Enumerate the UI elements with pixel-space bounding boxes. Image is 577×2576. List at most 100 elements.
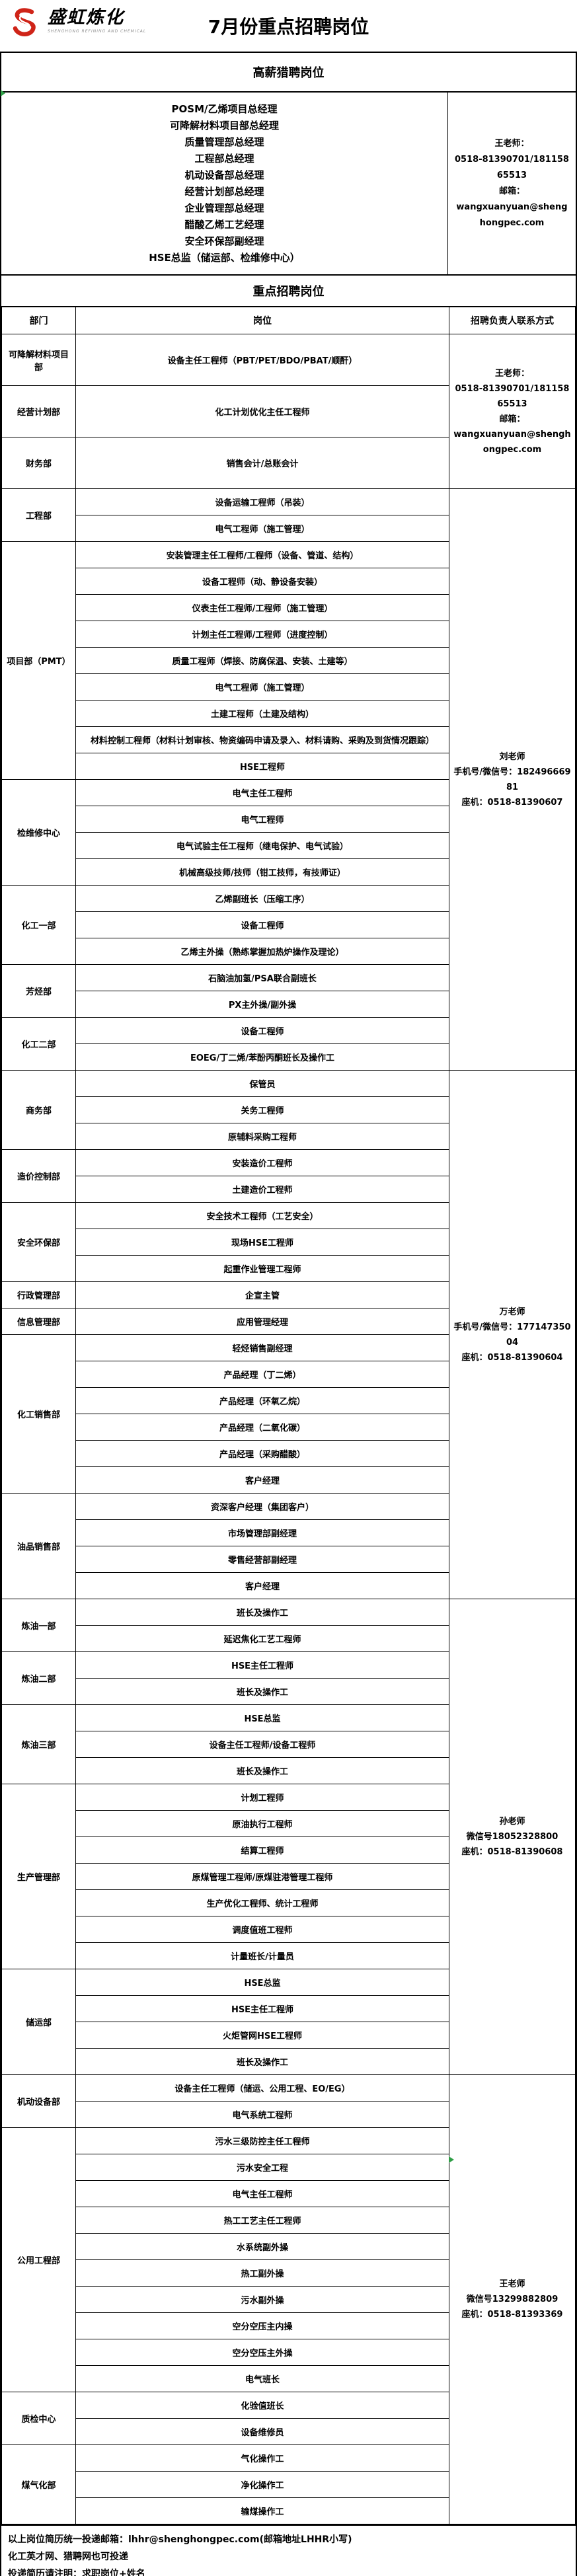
position-cell: 班长及操作工 (75, 1678, 449, 1705)
table-row: 计划主任工程师/工程师（进度控制） (2, 621, 576, 648)
contact-line: 孙老师 (499, 1817, 525, 1827)
dept-cell: 油品销售部 (1, 1493, 76, 1599)
hunt-position: 质量管理部总经理 (184, 135, 264, 148)
contact-line: 0518-81390701/18115865513 (455, 154, 569, 180)
hunt-position: 安全环保部副经理 (184, 235, 264, 247)
position-cell: 石脑油加氢/PSA联合副班长 (75, 964, 449, 991)
table-row: 火炬管网HSE工程师 (2, 2022, 576, 2049)
position-cell: 计量班长/计量员 (75, 1942, 449, 1969)
table-row: 设备维修员 (2, 2418, 576, 2445)
dept-cell: 经营计划部 (1, 385, 76, 437)
position-cell: 设备工程师（动、静设备安装） (75, 568, 449, 595)
hunt-positions-list: POSM/乙烯项目总经理 可降解材料项目部总经理 质量管理部总经理 工程部总经理 机动设… (1, 93, 447, 274)
position-cell: 污水副外操 (75, 2286, 449, 2313)
contact-line: 邮箱： (498, 186, 525, 196)
comment-marker-icon (449, 2156, 454, 2163)
position-cell: 电气工程师（施工管理） (75, 515, 449, 542)
table-container: 高薪猎聘岗位 POSM/乙烯项目总经理 可降解材料项目部总经理 质量管理部总经理 工程… (0, 52, 577, 2576)
position-cell: 保管员 (75, 1070, 449, 1097)
contact-line: 万老师 (499, 1307, 525, 1317)
dept-cell: 安全环保部 (1, 1202, 76, 1282)
dept-cell: 储运部 (1, 1969, 76, 2075)
table-row: 工程部 设备运输工程师（吊装） 刘老师 手机号/微信号：18249666981 座机：0… (1, 488, 576, 1071)
footer-line: 化工英才网、猎聘网也可投递 (8, 2552, 128, 2562)
position-cell: HSE工程师 (75, 753, 449, 780)
table-row: 电气工程师（施工管理） (2, 515, 576, 542)
position-cell: HSE总监 (75, 1969, 449, 1996)
table-row: 产品经理（环氧乙烷） (2, 1387, 576, 1414)
position-cell: 班长及操作工 (75, 1757, 449, 1784)
position-cell: 火炬管网HSE工程师 (75, 2022, 449, 2049)
table-row: 延迟焦化工艺工程师 (2, 1625, 576, 1652)
dept-cell: 煤气化部 (1, 2444, 76, 2524)
contact-line: 邮箱： (499, 414, 525, 424)
dept-cell: 炼油一部 (1, 1599, 76, 1652)
table-header-row: 部门 岗位 招聘负责人联系方式 (1, 307, 576, 334)
position-cell: 空分空压主内操 (75, 2312, 449, 2339)
table-row: 可降解材料项目部 设备主任工程师（PBT/PET/BDO/PBAT/顺酐） 王老师：… (1, 334, 576, 489)
positions-table: 部门 岗位 招聘负责人联系方式 可降解材料项目部 设备主任工程师（PBT/PET/… (1, 307, 576, 2524)
table-row: 电气工程师 (2, 806, 576, 833)
contact-line: 座机：0518-81390608 (461, 1847, 563, 1857)
hunt-position: 经营计划部总经理 (184, 185, 264, 198)
logo-mark-icon (9, 7, 44, 45)
position-cell: 电气主任工程师 (75, 779, 449, 806)
position-cell: 安装管理主任工程师/工程师（设备、管道、结构） (75, 541, 449, 568)
table-row: 储运部 HSE总监 (1, 1969, 576, 2075)
table-row: 班长及操作工 (2, 2048, 576, 2075)
position-cell: 水系统副外操 (75, 2233, 449, 2260)
position-cell: 电气工程师（施工管理） (75, 673, 449, 701)
hunt-position: 企业管理部总经理 (184, 202, 264, 214)
position-cell: 班长及操作工 (75, 2048, 449, 2075)
position-cell: 净化操作工 (75, 2471, 449, 2498)
dept-cell: 芳烃部 (1, 964, 76, 1018)
table-row: 空分空压主外操 (2, 2339, 576, 2366)
footer: 以上岗位简历统一投递邮箱：lhhr@shenghongpec.com(邮箱地址L… (1, 2524, 576, 2576)
position-cell: 电气试验主任工程师（继电保护、电气试验） (75, 832, 449, 859)
table-row: 造价控制部 安装造价工程师 (1, 1149, 576, 1203)
position-cell: 原煤管理工程师/原煤驻港管理工程师 (75, 1863, 449, 1890)
position-cell: 仪表主任工程师/工程师（施工管理） (75, 594, 449, 621)
table-row: 质检中心 化验值班长 (1, 2392, 576, 2445)
table-row: 生产优化工程师、统计工程师 (2, 1889, 576, 1916)
table-row: 起重作业管理工程师 (2, 1255, 576, 1282)
hunt-position: 可降解材料项目部总经理 (169, 119, 279, 132)
logo-name: 盛虹炼化 (48, 7, 124, 28)
table-row: 乙烯主外操（熟练掌握加热炉操作及理论） (2, 938, 576, 965)
hunt-section-body: POSM/乙烯项目总经理 可降解材料项目部总经理 质量管理部总经理 工程部总经理 机动设… (1, 93, 576, 276)
position-cell: 化工计划优化主任工程师 (75, 385, 449, 437)
position-cell: 原油执行工程师 (75, 1810, 449, 1837)
hunt-position: 醋酸乙烯工艺经理 (184, 218, 264, 231)
contact-cell: 万老师 手机号/微信号：17714735004 座机：0518-81390604 (449, 1070, 576, 1599)
position-cell: 土建造价工程师 (75, 1176, 449, 1203)
position-cell: 产品经理（二氧化碳） (75, 1414, 449, 1441)
contact-cell: 孙老师 微信号18052328800 座机：0518-81390608 (449, 1599, 576, 2075)
position-cell: 污水三级防控主任工程师 (75, 2127, 449, 2154)
position-cell: 零售经营部副经理 (75, 1546, 449, 1573)
position-cell: 计划工程师 (75, 1784, 449, 1811)
position-cell: 结算工程师 (75, 1837, 449, 1864)
table-row: 财务部 销售会计/总账会计 (1, 437, 576, 489)
dept-cell: 项目部（PMT） (1, 541, 76, 780)
table-row: 水系统副外操 (2, 2233, 576, 2260)
table-row: 油品销售部 资深客户经理（集团客户） (1, 1493, 576, 1599)
dept-cell: 化工销售部 (1, 1334, 76, 1494)
table-row: 空分空压主内操 (2, 2312, 576, 2339)
position-cell: 安全技术工程师（工艺安全） (75, 1202, 449, 1229)
table-row: 质量工程师（焊接、防腐保温、安装、土建等） (2, 647, 576, 674)
position-cell: 关务工程师 (75, 1096, 449, 1123)
position-cell: 现场HSE工程师 (75, 1229, 449, 1256)
hunt-position: 机动设备部总经理 (184, 169, 264, 181)
table-row: 材料控制工程师（材料计划审核、物资编码申请及录入、材料请购、采购及到货情况跟踪） (2, 726, 576, 753)
hunt-position: POSM/乙烯项目总经理 (171, 102, 278, 115)
dept-cell: 商务部 (1, 1070, 76, 1150)
table-row: 客户经理 (2, 1466, 576, 1494)
table-row: 信息管理部 应用管理经理 (1, 1308, 576, 1335)
position-cell: 设备工程师 (75, 911, 449, 938)
position-cell: 电气系统工程师 (75, 2101, 449, 2128)
company-logo: 盛虹炼化 SHENGHONG REFINING AND CHEMICAL (9, 7, 146, 45)
contact-line: 座机：0518-81393369 (461, 2310, 563, 2320)
position-cell: HSE总监 (75, 1704, 449, 1731)
table-row: 化工二部 设备工程师 (1, 1017, 576, 1071)
